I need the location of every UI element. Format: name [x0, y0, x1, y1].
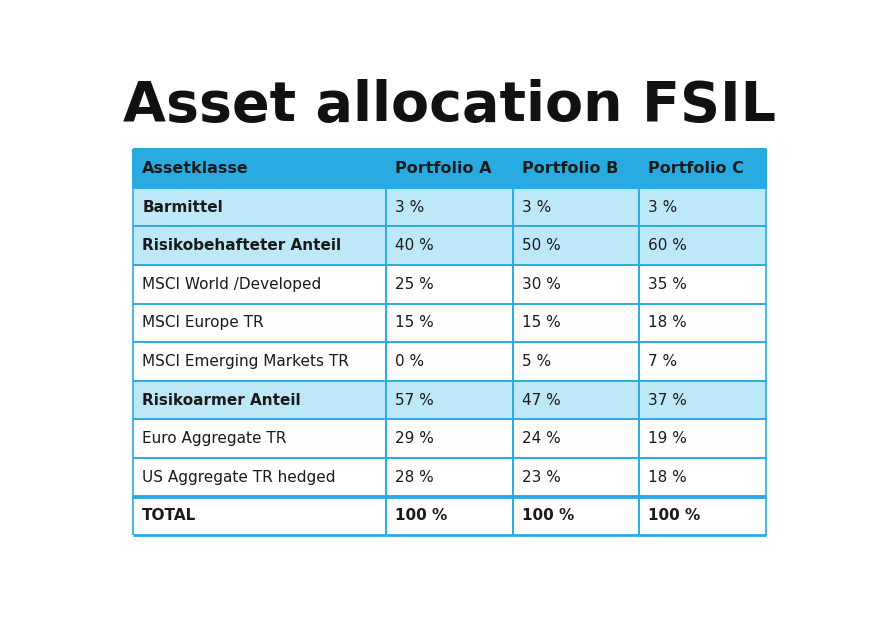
Text: 7 %: 7 % [648, 354, 677, 369]
Bar [133, 149, 386, 188]
Bar [386, 303, 513, 342]
Bar [513, 226, 639, 265]
Text: 15 %: 15 % [396, 315, 434, 330]
Text: Barmittel: Barmittel [142, 199, 223, 214]
Bar [133, 226, 386, 265]
Bar [133, 342, 386, 381]
Text: 3 %: 3 % [396, 199, 424, 214]
Text: 100 %: 100 % [648, 508, 700, 523]
Text: 25 %: 25 % [396, 277, 434, 292]
Bar [386, 226, 513, 265]
Text: 100 %: 100 % [522, 508, 574, 523]
Bar [639, 188, 766, 226]
Bar [386, 149, 513, 188]
Text: 0 %: 0 % [396, 354, 424, 369]
Text: 100 %: 100 % [396, 508, 447, 523]
Text: 40 %: 40 % [396, 238, 434, 253]
Bar [639, 419, 766, 458]
Text: MSCI Europe TR: MSCI Europe TR [142, 315, 264, 330]
Text: 60 %: 60 % [648, 238, 687, 253]
Bar [639, 226, 766, 265]
Bar [513, 149, 639, 188]
Bar [513, 497, 639, 535]
Text: 57 %: 57 % [396, 392, 434, 407]
Bar [386, 381, 513, 419]
Text: 5 %: 5 % [522, 354, 551, 369]
Text: Risikoarmer Anteil: Risikoarmer Anteil [142, 392, 301, 407]
Bar [513, 303, 639, 342]
Bar [386, 419, 513, 458]
Bar [386, 458, 513, 497]
Bar [513, 419, 639, 458]
Bar [639, 342, 766, 381]
Bar [386, 188, 513, 226]
Text: 23 %: 23 % [522, 470, 560, 485]
Bar [513, 265, 639, 303]
Bar [386, 497, 513, 535]
Text: Portfolio C: Portfolio C [648, 161, 744, 176]
Text: 18 %: 18 % [648, 470, 687, 485]
Bar [133, 303, 386, 342]
Text: Portfolio B: Portfolio B [522, 161, 618, 176]
Bar [639, 265, 766, 303]
Text: Asset allocation FSIL: Asset allocation FSIL [123, 79, 776, 133]
Text: 47 %: 47 % [522, 392, 560, 407]
Bar [639, 149, 766, 188]
Text: 29 %: 29 % [396, 431, 434, 446]
Bar [639, 458, 766, 497]
Bar [133, 497, 386, 535]
Bar [513, 342, 639, 381]
Bar [133, 381, 386, 419]
Text: 30 %: 30 % [522, 277, 560, 292]
Text: Risikobehafteter Anteil: Risikobehafteter Anteil [142, 238, 341, 253]
Bar [133, 458, 386, 497]
Bar [513, 458, 639, 497]
Text: MSCI Emerging Markets TR: MSCI Emerging Markets TR [142, 354, 349, 369]
Bar [639, 497, 766, 535]
Bar [639, 303, 766, 342]
Text: 18 %: 18 % [648, 315, 687, 330]
Bar [133, 188, 386, 226]
Text: 37 %: 37 % [648, 392, 687, 407]
Text: Portfolio A: Portfolio A [396, 161, 492, 176]
Text: MSCI World /Developed: MSCI World /Developed [142, 277, 322, 292]
Text: 50 %: 50 % [522, 238, 560, 253]
Bar [386, 342, 513, 381]
Text: 35 %: 35 % [648, 277, 687, 292]
Bar [513, 381, 639, 419]
Bar [639, 381, 766, 419]
Text: Assetklasse: Assetklasse [142, 161, 249, 176]
Text: 28 %: 28 % [396, 470, 434, 485]
Bar [386, 265, 513, 303]
Bar [133, 265, 386, 303]
Text: 3 %: 3 % [648, 199, 677, 214]
Text: TOTAL: TOTAL [142, 508, 196, 523]
Text: 15 %: 15 % [522, 315, 560, 330]
Text: 3 %: 3 % [522, 199, 551, 214]
Text: 24 %: 24 % [522, 431, 560, 446]
Text: Euro Aggregate TR: Euro Aggregate TR [142, 431, 287, 446]
Text: 19 %: 19 % [648, 431, 687, 446]
Bar [133, 419, 386, 458]
Text: US Aggregate TR hedged: US Aggregate TR hedged [142, 470, 336, 485]
Bar [513, 188, 639, 226]
